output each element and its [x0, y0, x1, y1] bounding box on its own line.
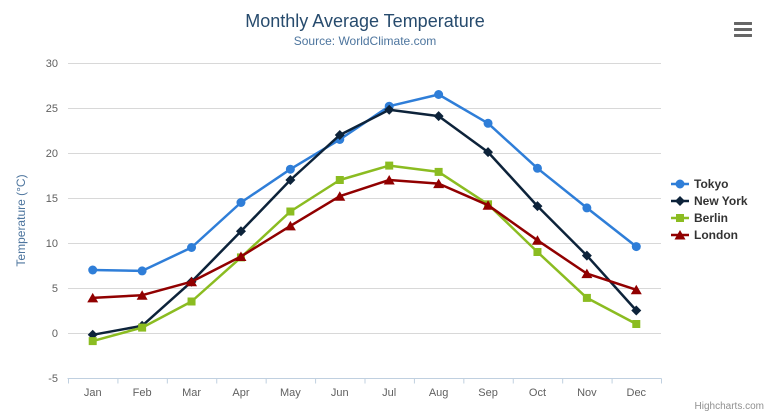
x-tick-label: Mar	[182, 387, 201, 399]
x-tick-label: May	[280, 387, 301, 399]
y-tick-label: 25	[46, 103, 58, 115]
x-tick-label: Apr	[232, 387, 249, 399]
diamond-marker-icon	[671, 196, 689, 206]
legend-item-tokyo[interactable]: Tokyo	[671, 176, 748, 192]
x-tick-label: Sep	[478, 387, 498, 399]
legend-item-london[interactable]: London	[671, 227, 748, 243]
triangle-marker-icon	[671, 230, 689, 240]
y-tick-label: 30	[46, 58, 58, 70]
circle-marker-icon	[671, 179, 689, 189]
series-new-york[interactable]	[87, 104, 642, 340]
y-tick-label: 15	[46, 193, 58, 205]
series-tokyo[interactable]	[88, 90, 641, 276]
legend-item-new-york[interactable]: New York	[671, 193, 748, 209]
series-london[interactable]	[87, 175, 642, 303]
gridlines	[68, 63, 661, 379]
x-tick-label: Nov	[577, 387, 597, 399]
legend-item-label: New York	[694, 194, 748, 208]
x-tick-label: Aug	[429, 387, 449, 399]
y-tick-label: 10	[46, 238, 58, 250]
x-tick-label: Jun	[331, 387, 349, 399]
x-axis-labels: Jan Feb Mar Apr May Jun Jul Aug Sep Oct Nov Dec	[84, 387, 647, 399]
y-tick-label: 0	[52, 328, 58, 340]
x-tick-label: Oct	[529, 387, 546, 399]
x-tick-label: Dec	[627, 387, 647, 399]
legend-item-label: London	[694, 228, 738, 242]
hamburger-icon	[734, 22, 752, 37]
x-tick-label: Jul	[382, 387, 396, 399]
credits-link[interactable]: Highcharts.com	[694, 401, 764, 412]
legend-item-label: Tokyo	[694, 177, 729, 191]
legend: Tokyo New York Berlin London	[671, 176, 748, 243]
y-tick-label: -5	[48, 373, 58, 385]
x-axis	[67, 378, 662, 384]
legend-item-label: Berlin	[694, 211, 729, 225]
y-tick-label: 20	[46, 148, 58, 160]
chart-title: Monthly Average Temperature	[245, 11, 485, 31]
x-tick-label: Feb	[133, 387, 152, 399]
chart-subtitle: Source: WorldClimate.com	[293, 34, 437, 48]
chart-context-menu-button[interactable]	[731, 19, 755, 40]
legend-item-berlin[interactable]: Berlin	[671, 210, 748, 226]
square-marker-icon	[671, 214, 689, 222]
y-axis-labels: -5 0 5 10 15 20 25 30	[46, 58, 58, 385]
y-tick-label: 5	[52, 283, 58, 295]
x-tick-label: Jan	[84, 387, 102, 399]
